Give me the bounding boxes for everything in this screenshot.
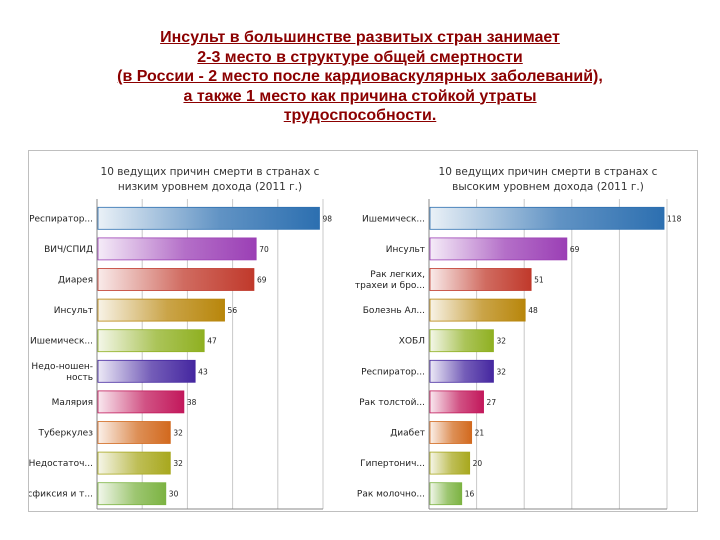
category-label: Асфиксия и т... [29,490,93,500]
category-label: трахеи и бро... [355,281,425,291]
title-line-4: а также 1 место как причина стойкой утра… [183,87,537,105]
bar [429,298,526,322]
chart-title-line-2: высоким уровнем дохода (2011 г.) [452,181,644,193]
category-label: ВИЧ/СПИД [44,245,93,255]
data-label: 51 [534,276,544,285]
data-label: 69 [257,276,267,285]
category-label: Инсульт [54,306,93,316]
data-label: 69 [570,245,580,254]
chart-high: 10 ведущих причин смерти в странах с высо… [355,166,682,510]
category-label: Болезнь Ал... [363,306,425,316]
category-label: Туберкулез [38,429,94,439]
data-label: 32 [173,429,183,438]
category-label: Рак легких, [370,270,425,280]
bar [97,421,171,444]
data-label: 32 [173,459,183,468]
chart-title-line-1: 10 ведущих причин смерти в странах с [101,166,320,178]
bar [429,237,568,261]
data-label: 48 [528,306,538,315]
category-label: Гипертонич... [360,459,425,469]
data-label: 56 [228,306,238,315]
data-label: 30 [169,490,179,499]
data-label: 16 [465,490,475,499]
title-line-3: (в России - 2 место после кардиоваскуляр… [117,68,603,85]
category-label: Диабет [390,429,425,439]
data-label: 43 [198,367,208,376]
bar [97,298,225,322]
bar [429,359,494,383]
chart-title-line-2: низким уровнем дохода (2011 г.) [118,181,302,193]
category-label: Ишемическ... [30,337,93,347]
bar [429,451,471,475]
chart-low: 10 ведущих причин смерти в странах с низк… [29,166,332,510]
bar [97,268,255,291]
bar [429,390,484,414]
bar [97,329,205,353]
category-label: Респиратор... [29,214,93,224]
category-label: Малярия [52,398,93,408]
data-label: 118 [667,214,682,223]
data-label: 98 [322,214,332,223]
category-label: Рак толстой... [359,398,425,408]
bar [97,359,196,383]
data-label: 38 [187,398,197,407]
data-label: 20 [473,459,483,468]
data-label: 21 [475,429,485,438]
data-label: 32 [496,367,506,376]
bar [429,421,473,444]
slide-title: Инсульт в большинстве развитых стран зан… [20,28,700,126]
bar [97,206,320,230]
bar [97,390,185,414]
category-label: Инсульт [386,245,425,255]
bar [429,482,463,506]
category-label: Недостаточ... [29,459,93,469]
data-label: 47 [207,337,217,346]
bar [97,237,257,261]
bar [97,451,171,475]
category-label: Респиратор... [361,367,425,377]
category-label: Рак молочно... [357,490,425,500]
title-line-1: Инсульт в большинстве развитых стран зан… [160,29,560,46]
bar [429,329,494,353]
category-label: ность [66,373,93,383]
bar [429,206,665,230]
category-label: Диарея [58,276,93,286]
data-label: 32 [496,337,506,346]
title-line-5: трудоспособности. [283,107,437,124]
data-label: 27 [487,398,497,407]
charts-canvas: 10 ведущих причин смерти в странах с низк… [29,166,682,510]
bar [429,268,532,291]
category-label: Недо-ношен- [31,362,93,372]
data-label: 70 [259,245,269,254]
chart-frame: 10 ведущих причин смерти в странах с низк… [28,150,698,512]
category-label: ХОБЛ [399,337,425,347]
category-label: Ишемическ... [362,214,425,224]
bar [97,482,167,506]
chart-title-line-1: 10 ведущих причин смерти в странах с [439,166,658,178]
title-line-2: 2-3 место в структуре общей смертности [197,48,523,66]
